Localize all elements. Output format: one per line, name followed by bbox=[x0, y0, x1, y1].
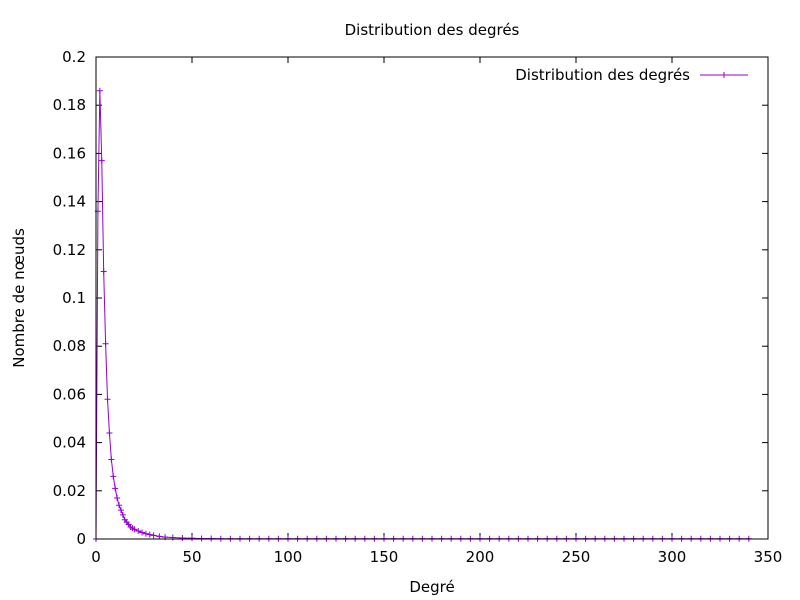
data-point bbox=[108, 456, 115, 463]
data-point bbox=[189, 535, 195, 542]
data-point bbox=[117, 507, 124, 514]
y-tick-label: 0.02 bbox=[53, 482, 86, 500]
data-point bbox=[179, 535, 186, 542]
y-tick-label: 0.16 bbox=[53, 144, 86, 162]
x-axis-ticks: 0 50 100 150 200 250 300 350 bbox=[91, 57, 782, 566]
data-point bbox=[135, 528, 142, 535]
x-tick-label: 250 bbox=[562, 548, 591, 566]
data-point bbox=[131, 526, 138, 533]
data-point bbox=[150, 532, 157, 539]
data-point bbox=[146, 531, 153, 538]
x-tick-label: 50 bbox=[182, 548, 201, 566]
data-point bbox=[112, 485, 119, 492]
y-tick-label: 0.18 bbox=[53, 96, 86, 114]
y-tick-label: 0.2 bbox=[62, 48, 86, 66]
y-tick-label: 0.08 bbox=[53, 337, 86, 355]
data-point bbox=[102, 340, 109, 347]
x-tick-label: 200 bbox=[466, 548, 495, 566]
x-tick-label: 350 bbox=[754, 548, 783, 566]
y-tick-label: 0.06 bbox=[53, 385, 86, 403]
y-tick-label: 0.12 bbox=[53, 241, 86, 259]
y-axis-ticks: 0 0.02 0.04 0.06 0.08 0.1 0.12 0.14 0.16 0.18 0.2 bbox=[53, 48, 768, 548]
data-point bbox=[156, 533, 163, 540]
data-point bbox=[139, 529, 146, 536]
data-point bbox=[114, 495, 121, 502]
data-point bbox=[119, 511, 126, 518]
data-point bbox=[100, 268, 107, 275]
data-point bbox=[110, 473, 117, 480]
x-axis-title: Degré bbox=[409, 578, 454, 596]
legend: Distribution des degrés bbox=[515, 66, 748, 84]
data-point bbox=[169, 534, 176, 541]
plot-frame bbox=[95, 56, 769, 540]
x-tick-label: 150 bbox=[370, 548, 399, 566]
chart-title: Distribution des degrés bbox=[345, 21, 520, 39]
y-tick-label: 0.04 bbox=[53, 434, 86, 452]
x-tick-label: 0 bbox=[91, 548, 101, 566]
data-point bbox=[142, 530, 149, 537]
y-axis-title: Nombre de nœuds bbox=[10, 228, 28, 368]
x-tick-label: 100 bbox=[274, 548, 303, 566]
y-tick-label: 0 bbox=[76, 530, 86, 548]
legend-label: Distribution des degrés bbox=[515, 66, 690, 84]
legend-marker-plus bbox=[721, 72, 727, 78]
data-point bbox=[98, 157, 105, 164]
data-point bbox=[106, 429, 113, 436]
data-point bbox=[104, 396, 111, 403]
data-point bbox=[116, 502, 123, 509]
y-tick-label: 0.1 bbox=[62, 289, 86, 307]
y-tick-label: 0.14 bbox=[53, 193, 86, 211]
legend-marker bbox=[721, 72, 727, 78]
x-tick-label: 300 bbox=[658, 548, 687, 566]
data-point bbox=[96, 87, 103, 94]
